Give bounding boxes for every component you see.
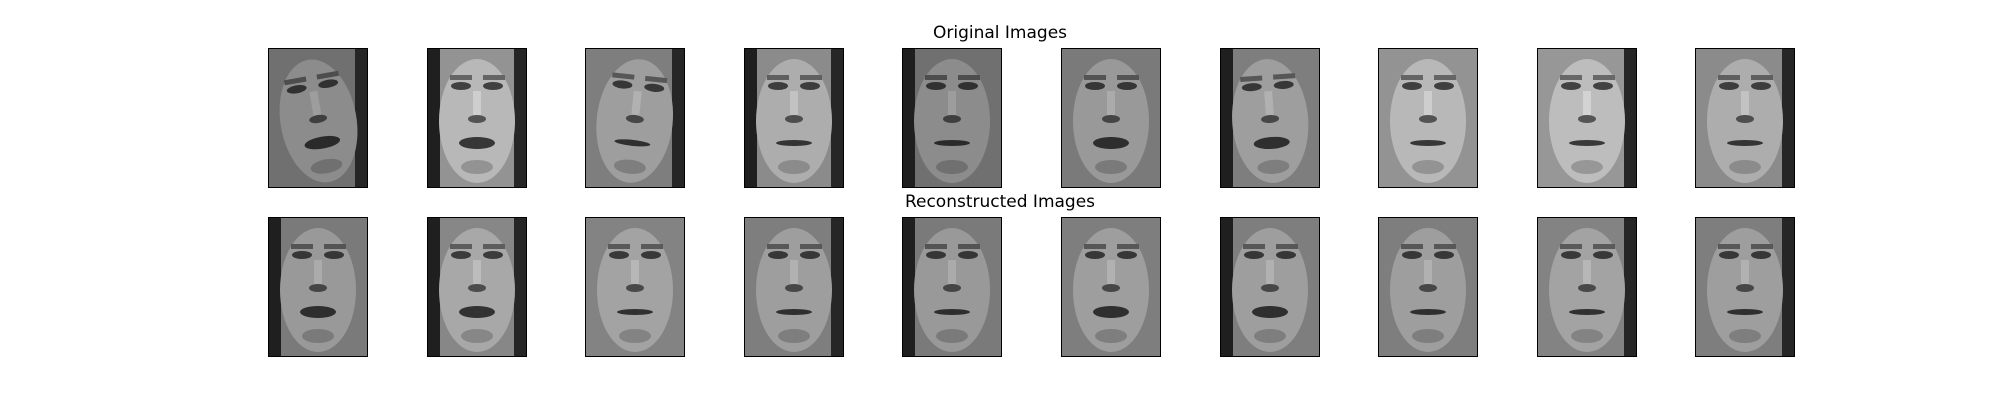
reconstructed-images-title: Reconstructed Images: [904, 192, 1096, 212]
reconstructed-face-image: [1537, 217, 1637, 357]
reconstructed-face-image: [427, 217, 527, 357]
original-face-image: [268, 48, 368, 188]
original-face-image: [427, 48, 527, 188]
reconstructed-face-image: [1695, 217, 1795, 357]
original-face-image: [744, 48, 844, 188]
original-face-image: [1378, 48, 1478, 188]
reconstructed-face-image: [585, 217, 685, 357]
reconstructed-face-image: [1220, 217, 1320, 357]
reconstructed-face-image: [744, 217, 844, 357]
reconstructed-face-image: [1061, 217, 1161, 357]
original-face-image: [585, 48, 685, 188]
original-face-image: [1695, 48, 1795, 188]
original-face-image: [1537, 48, 1637, 188]
original-images-row: [268, 48, 1797, 188]
reconstructed-face-image: [1378, 217, 1478, 357]
reconstructed-images-row: [268, 217, 1797, 357]
original-face-image: [1061, 48, 1161, 188]
reconstructed-face-image: [268, 217, 368, 357]
reconstructed-face-image: [902, 217, 1002, 357]
original-face-image: [902, 48, 1002, 188]
original-images-title: Original Images: [932, 23, 1068, 43]
original-face-image: [1220, 48, 1320, 188]
